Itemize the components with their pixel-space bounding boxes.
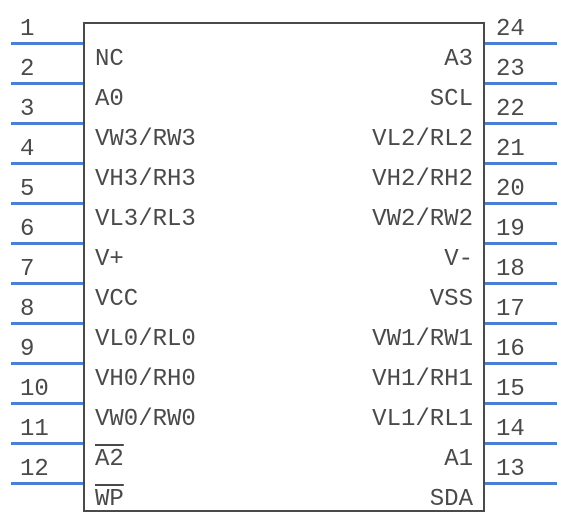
pin-label: VW3/RW3 bbox=[95, 126, 196, 153]
pin-label: V+ bbox=[95, 246, 124, 273]
pin-number: 9 bbox=[20, 336, 34, 363]
pin-label: VL0/RL0 bbox=[95, 326, 196, 353]
pin-label: WP bbox=[95, 486, 124, 513]
pin-number: 10 bbox=[20, 376, 49, 403]
pin-number: 5 bbox=[20, 176, 34, 203]
pin-label: NC bbox=[95, 46, 124, 73]
pin-number: 21 bbox=[496, 136, 525, 163]
chip-body bbox=[83, 22, 485, 512]
pin-number: 11 bbox=[20, 416, 49, 443]
pin-number: 8 bbox=[20, 296, 34, 323]
pin-number: 17 bbox=[496, 296, 525, 323]
pin-label: A0 bbox=[95, 86, 124, 113]
pin-label: VL2/RL2 bbox=[372, 126, 473, 153]
pin-number: 3 bbox=[20, 96, 34, 123]
pin-number: 23 bbox=[496, 56, 525, 83]
pin-number: 22 bbox=[496, 96, 525, 123]
pin-number: 14 bbox=[496, 416, 525, 443]
pin-number: 24 bbox=[496, 16, 525, 43]
pin-label: VSS bbox=[430, 286, 473, 313]
pin-number: 18 bbox=[496, 256, 525, 283]
pin-label: VH2/RH2 bbox=[372, 166, 473, 193]
pin-label: A2 bbox=[95, 446, 124, 473]
pin-number: 4 bbox=[20, 136, 34, 163]
pin-label: VH3/RH3 bbox=[95, 166, 196, 193]
pin-label: SCL bbox=[430, 86, 473, 113]
pin-number: 20 bbox=[496, 176, 525, 203]
pin-label: VH1/RH1 bbox=[372, 366, 473, 393]
pin-number: 12 bbox=[20, 456, 49, 483]
pin-number: 19 bbox=[496, 216, 525, 243]
pin-number: 15 bbox=[496, 376, 525, 403]
pin-number: 1 bbox=[20, 16, 34, 43]
pin-label: VW2/RW2 bbox=[372, 206, 473, 233]
pin-label: V- bbox=[444, 246, 473, 273]
pin-label: VL1/RL1 bbox=[372, 406, 473, 433]
pin-label: SDA bbox=[430, 486, 473, 513]
pin-label: VW0/RW0 bbox=[95, 406, 196, 433]
pin-label: VH0/RH0 bbox=[95, 366, 196, 393]
pin-number: 2 bbox=[20, 56, 34, 83]
pin-label: VL3/RL3 bbox=[95, 206, 196, 233]
pin-number: 6 bbox=[20, 216, 34, 243]
pin-number: 7 bbox=[20, 256, 34, 283]
pin-number: 16 bbox=[496, 336, 525, 363]
pin-label: A3 bbox=[444, 46, 473, 73]
pin-label: A1 bbox=[444, 446, 473, 473]
pin-label: VCC bbox=[95, 286, 138, 313]
pin-number: 13 bbox=[496, 456, 525, 483]
pin-label: VW1/RW1 bbox=[372, 326, 473, 353]
